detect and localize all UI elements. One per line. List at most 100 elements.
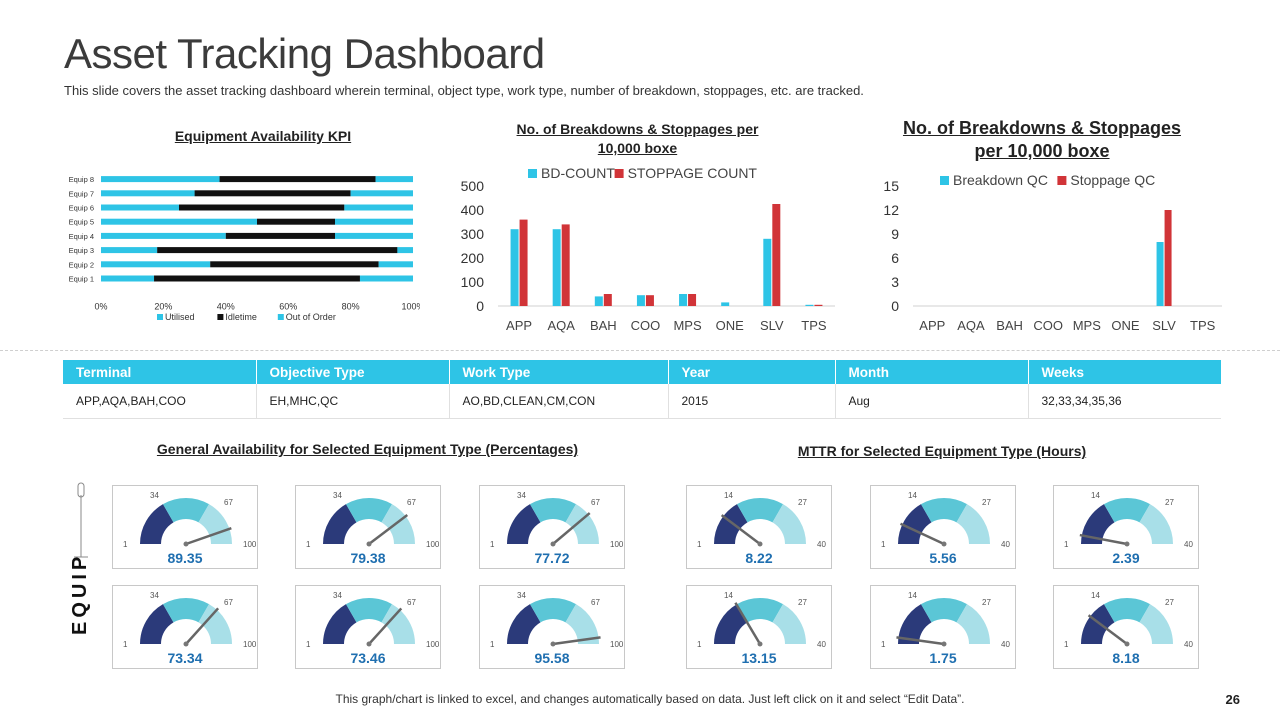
bar <box>645 295 654 306</box>
gauge-band <box>163 497 209 523</box>
kpi-bar-segment <box>101 190 195 197</box>
gauge-value: 2.39 <box>1112 550 1140 566</box>
y-tick-label: 100 <box>461 274 485 290</box>
table-row: APP,AQA,BAH,COO EH,MHC,QC AO,BD,CLEAN,CM… <box>63 384 1221 419</box>
gauge-value: 89.35 <box>167 550 203 566</box>
bar <box>519 219 528 306</box>
x-tick-label: COO <box>1033 318 1063 333</box>
kpi-bar-segment <box>219 176 376 183</box>
equip-label: EQUIP <box>69 552 91 635</box>
gauge-pivot <box>183 641 189 647</box>
gauge-band <box>346 597 392 623</box>
gauge-tick-label: 34 <box>333 491 342 500</box>
kpi-bar-segment <box>257 218 335 225</box>
gauge-card: 1 14 27 40 13.15 <box>686 585 832 669</box>
gauge-needle <box>185 607 220 645</box>
gauge-dial: 1 34 67 100 <box>123 591 257 649</box>
bar <box>814 304 823 306</box>
gauge-band <box>381 504 415 544</box>
page-title: Asset Tracking Dashboard <box>64 30 545 77</box>
y-tick-label: 300 <box>461 226 485 242</box>
kpi-bar-segment <box>225 232 335 239</box>
qc-chart: 0 3 6 9 12 15 APP AQA BAH COO MPS ONE SLV TPS Breakdow… <box>883 172 1222 333</box>
gauge-min-label: 1 <box>1064 540 1069 549</box>
gauge-card: 1 14 27 40 2.39 <box>1053 485 1199 569</box>
mttr-gauges-title: MTTR for Selected Equipment Type (Hours) <box>797 443 1087 459</box>
gauge-tick-label: 14 <box>908 491 917 500</box>
x-tick-label: BAH <box>996 318 1023 333</box>
gauge-max-label: 100 <box>243 540 257 549</box>
availability-gauges-title: General Availability for Selected Equipm… <box>156 441 579 457</box>
filter-table: Terminal Objective Type Work Type Year M… <box>63 360 1221 419</box>
y-tick-label: 12 <box>883 202 899 218</box>
x-tick-label: SLV <box>760 318 784 333</box>
bar <box>603 294 612 306</box>
x-tick-label: APP <box>506 318 532 333</box>
kpi-bar-segment <box>375 176 413 183</box>
kpi-bar-segment <box>350 190 413 197</box>
gauge-value: 73.46 <box>350 650 386 666</box>
gauge-needle <box>552 512 591 545</box>
gauge-card: 1 34 67 100 95.58 <box>479 585 625 669</box>
legend-label: Breakdown QC <box>953 172 1048 188</box>
table-cell: APP,AQA,BAH,COO <box>63 384 257 419</box>
y-tick-label: 0 <box>891 298 899 314</box>
kpi-legend-swatch <box>277 314 284 320</box>
kpi-category-label: Equip 6 <box>69 204 94 213</box>
gauge-min-label: 1 <box>881 640 886 649</box>
gauge-value: 73.34 <box>167 650 203 666</box>
gauge-band <box>714 604 748 644</box>
gauge-min-label: 1 <box>123 540 128 549</box>
gauge-pivot <box>757 541 763 547</box>
x-tick-label: BAH <box>590 318 617 333</box>
x-tick-label: TPS <box>801 318 827 333</box>
gauge-dial: 1 34 67 100 <box>490 591 624 649</box>
gauge-tick-label: 34 <box>150 591 159 600</box>
footer-note: This graph/chart is linked to excel, and… <box>335 692 965 706</box>
table-header-row: Terminal Objective Type Work Type Year M… <box>63 360 1221 384</box>
gauge-card: 1 14 27 40 8.18 <box>1053 585 1199 669</box>
gauge-max-label: 40 <box>1001 540 1010 549</box>
kpi-bar-segment <box>359 275 413 282</box>
y-tick-label: 15 <box>883 178 899 194</box>
breakdowns-chart: 0 100 200 300 400 500 APP AQA BAH COO MPS ONE SLV TPS… <box>461 165 835 333</box>
y-tick-label: 500 <box>461 178 485 194</box>
gauge-tick-label: 27 <box>1165 598 1174 607</box>
gauge-min-label: 1 <box>306 540 311 549</box>
gauge-min-label: 1 <box>490 640 495 649</box>
gauge-dial: 1 34 67 100 <box>306 491 440 549</box>
gauge-band <box>956 504 990 544</box>
equip-slider[interactable] <box>71 481 91 561</box>
gauge-value: 77.72 <box>534 550 570 566</box>
gauge-band <box>772 604 806 644</box>
table-header: Weeks <box>1028 360 1221 384</box>
gauge-min-label: 1 <box>306 640 311 649</box>
x-tick-label: AQA <box>957 318 985 333</box>
kpi-tick-label: 60% <box>279 302 297 312</box>
gauge-min-label: 1 <box>1064 640 1069 649</box>
gauge-max-label: 40 <box>1001 640 1010 649</box>
gauge-max-label: 100 <box>426 540 440 549</box>
gauge-tick-label: 27 <box>1165 498 1174 507</box>
gauge-band <box>956 604 990 644</box>
gauge-needle <box>734 602 762 645</box>
gauge-tick-label: 14 <box>1091 491 1100 500</box>
gauge-band <box>565 504 599 544</box>
gauge-dial: 1 14 27 40 <box>1064 591 1193 649</box>
gauge-dial: 1 14 27 40 <box>697 491 826 549</box>
gauge-tick-label: 67 <box>407 498 416 507</box>
kpi-tick-label: 80% <box>342 302 360 312</box>
x-tick-label: MPS <box>673 318 702 333</box>
gauge-max-label: 40 <box>817 640 826 649</box>
legend-swatch <box>1057 176 1067 185</box>
table-header: Objective Type <box>256 360 450 384</box>
gauge-tick-label: 27 <box>982 498 991 507</box>
bar <box>688 294 697 306</box>
gauge-band <box>1139 604 1173 644</box>
kpi-category-label: Equip 5 <box>69 218 94 227</box>
breakdowns-chart-title: No. of Breakdowns & Stoppages per 10,000… <box>516 121 759 156</box>
gauge-value: 8.18 <box>1112 650 1140 666</box>
kpi-bar-segment <box>101 275 155 282</box>
gauge-needle <box>368 607 403 645</box>
gauge-needle <box>720 514 761 545</box>
